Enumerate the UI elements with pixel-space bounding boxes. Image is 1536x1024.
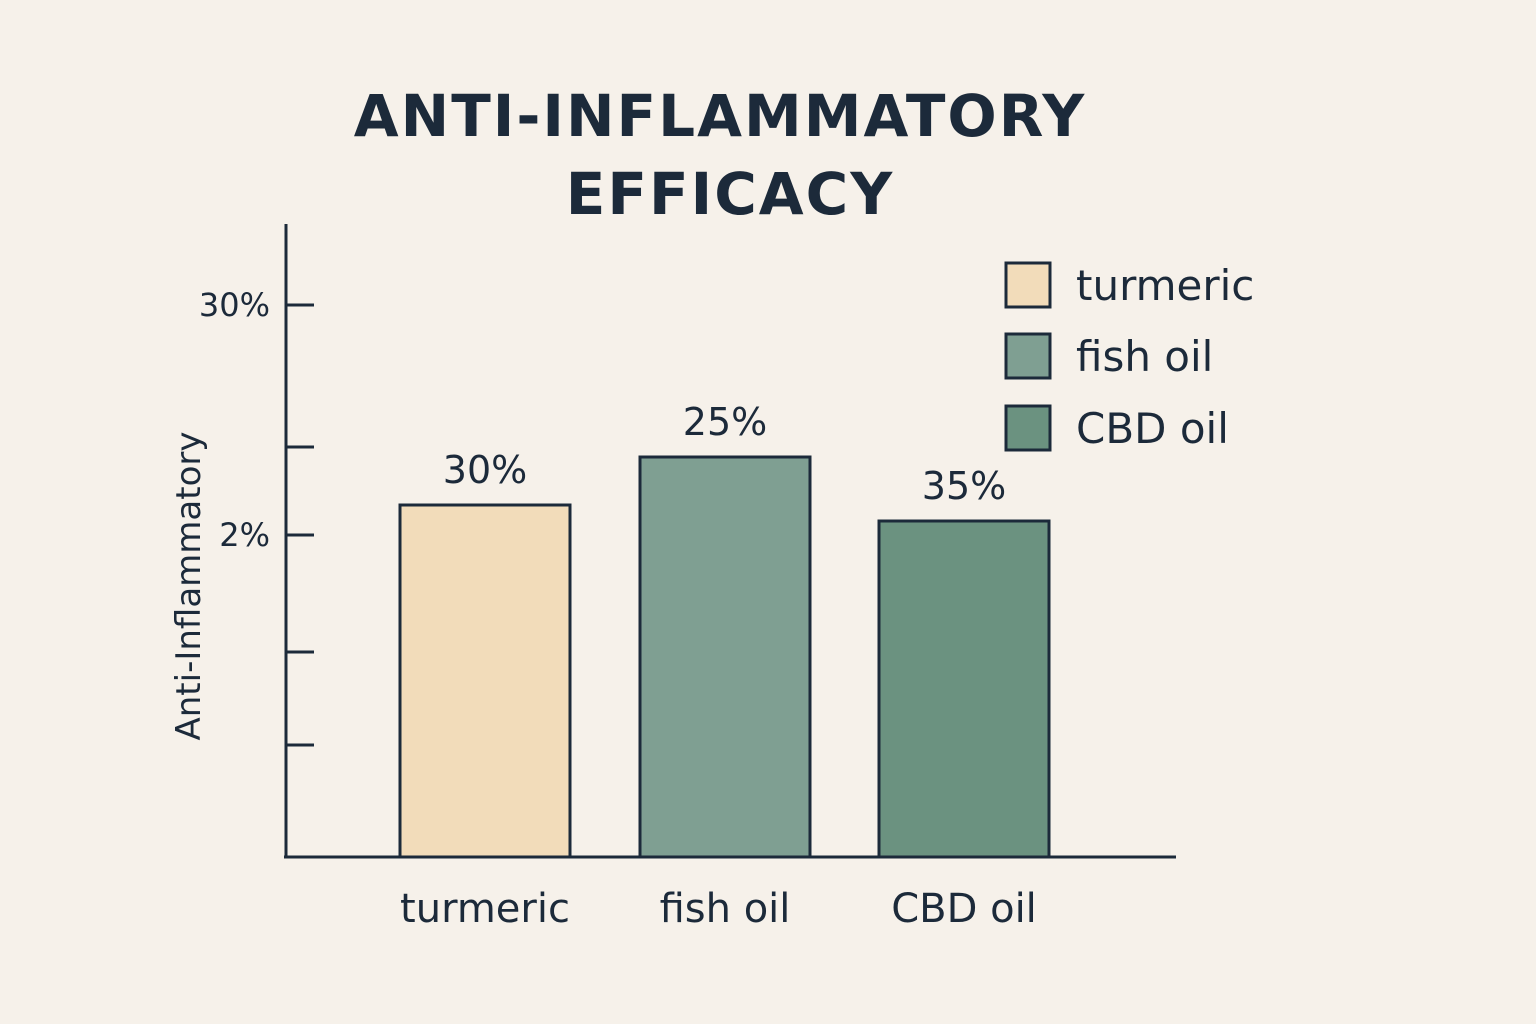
bar-data-label: 30% xyxy=(443,448,527,492)
legend: turmeric fish oil CBD oil xyxy=(1004,261,1254,453)
x-axis-labels: turmeric fish oil CBD oil xyxy=(400,886,1037,932)
x-tick-label: turmeric xyxy=(400,886,570,932)
legend-label: turmeric xyxy=(1076,261,1254,310)
bar-fish-oil xyxy=(638,455,812,859)
chart-title-line-1: ANTI-INFLAMMATORY xyxy=(354,82,1086,150)
bars xyxy=(398,455,1051,859)
x-tick-label: fish oil xyxy=(660,886,791,932)
y-axis-ticks xyxy=(286,303,314,747)
chart-title-line-2: EFFICACY xyxy=(566,160,894,228)
legend-swatch xyxy=(1004,404,1052,452)
data-labels: 30% 25% 35% xyxy=(443,400,1006,508)
y-tick-label-middle: 2% xyxy=(219,516,270,554)
x-tick-label: CBD oil xyxy=(891,886,1037,932)
legend-swatch xyxy=(1004,261,1052,309)
bar-data-label: 25% xyxy=(683,400,767,444)
bar-turmeric xyxy=(398,503,572,859)
bar-cbd-oil xyxy=(877,519,1051,859)
legend-label: fish oil xyxy=(1076,332,1213,381)
y-tick-label-top: 30% xyxy=(199,286,270,324)
legend-swatch xyxy=(1004,332,1052,380)
y-axis-label: Anti-Inflammatory xyxy=(169,432,209,741)
bar-data-label: 35% xyxy=(922,464,1006,508)
legend-label: CBD oil xyxy=(1076,404,1229,453)
